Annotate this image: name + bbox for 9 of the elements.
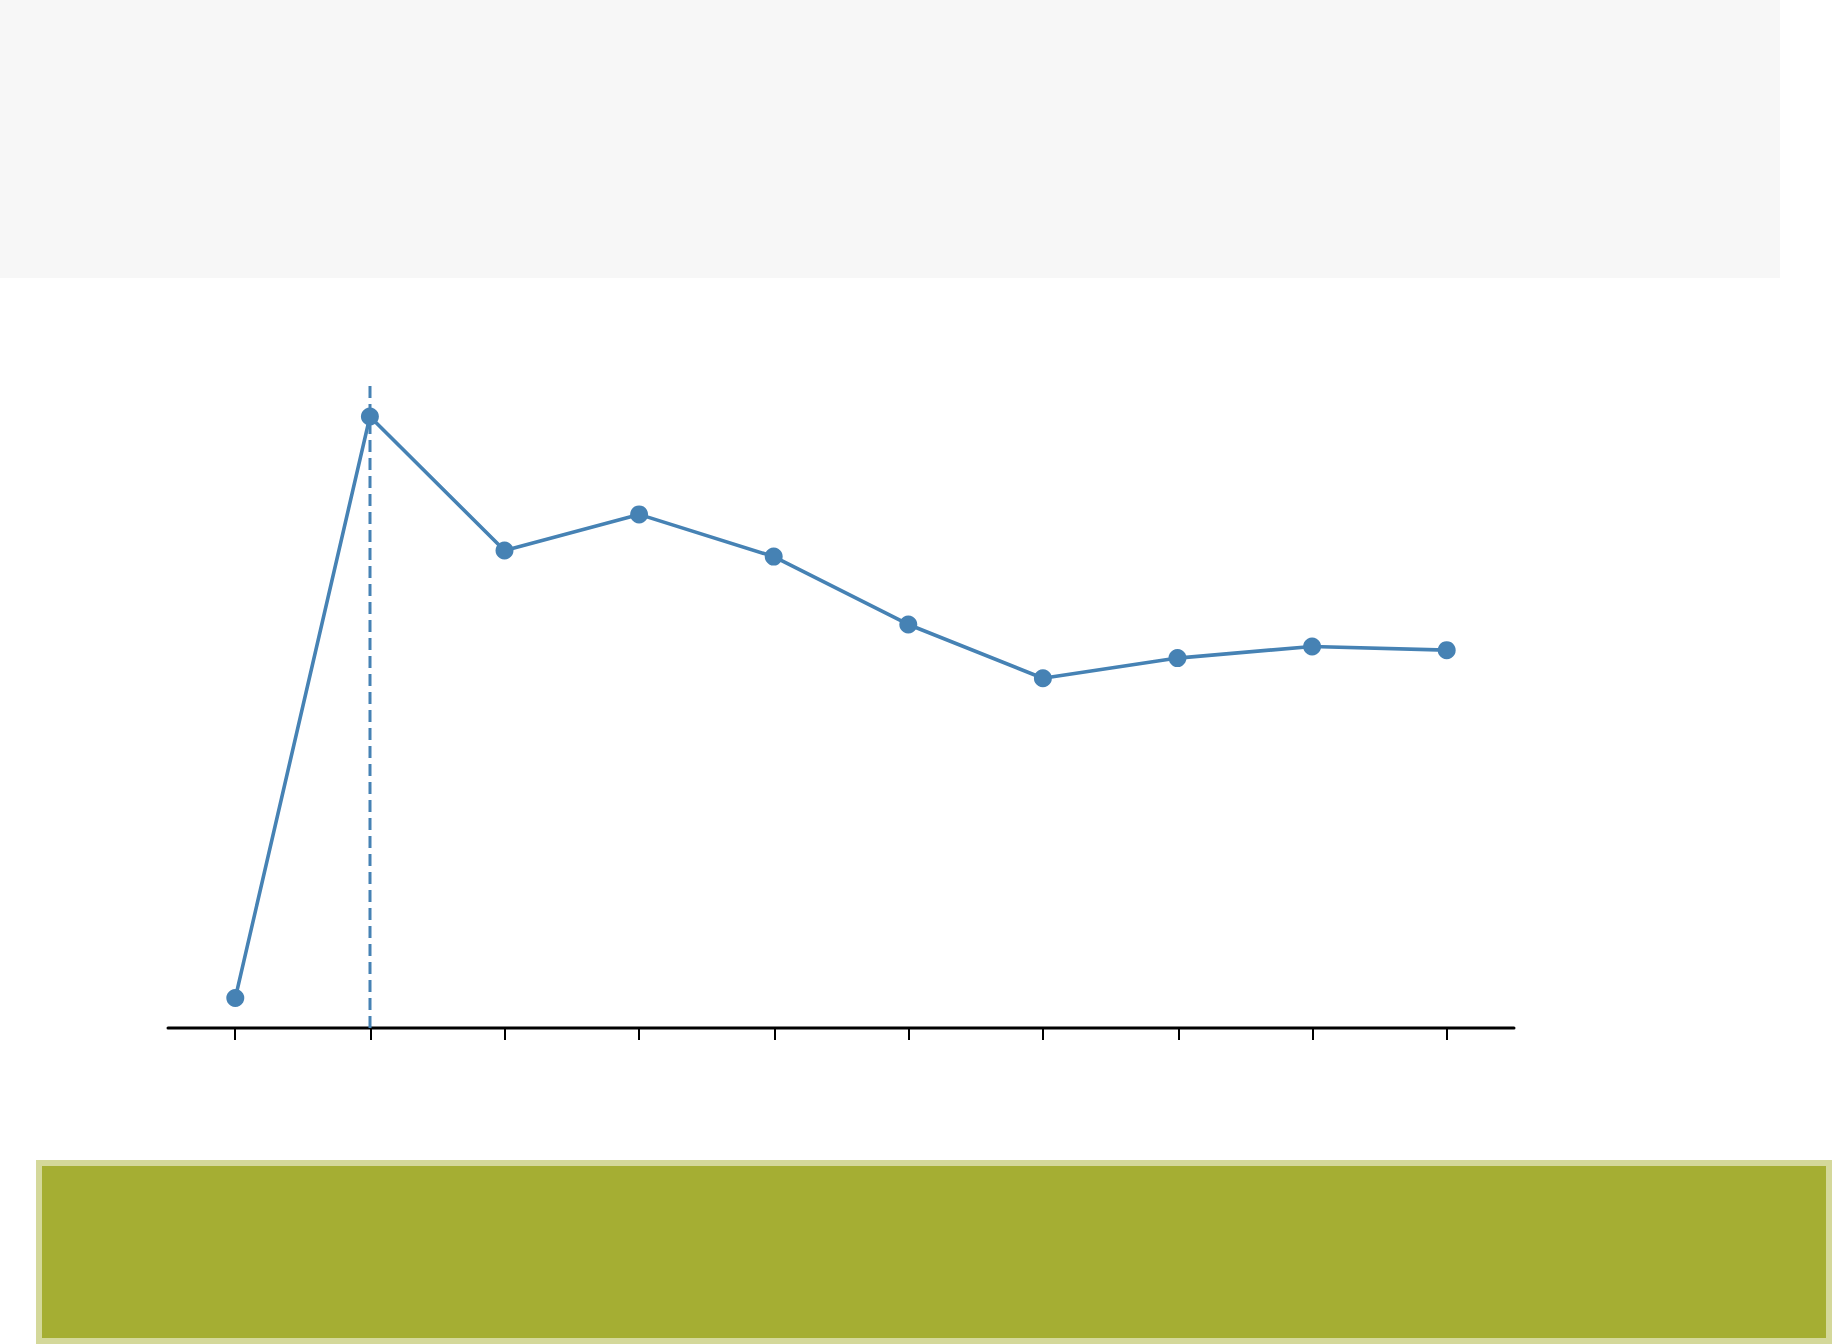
point [1033,669,1052,688]
point [630,505,649,524]
point [1168,649,1187,668]
point [226,989,245,1008]
point [899,615,918,634]
point [764,547,783,566]
point [1437,641,1456,660]
point [1303,637,1322,656]
point [495,541,514,560]
